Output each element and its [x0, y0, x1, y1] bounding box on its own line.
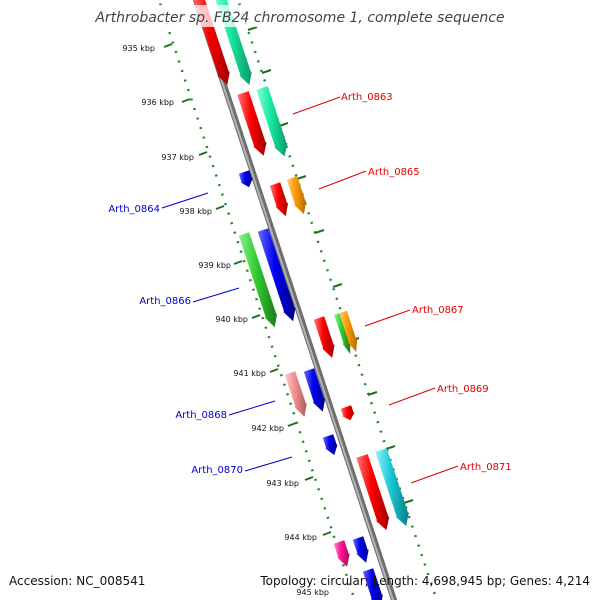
tick-label: 940 kbp: [215, 315, 248, 324]
gene-blue-0873a[interactable]: [352, 536, 369, 563]
gene-red-0865a[interactable]: [269, 182, 289, 217]
tick-label: 937 kbp: [161, 153, 194, 162]
gene-teal-0863b[interactable]: [256, 86, 288, 157]
title-backdrop: [100, 5, 500, 27]
gene-green-0866a[interactable]: [238, 232, 278, 328]
tick-label: 936 kbp: [141, 98, 174, 107]
gene-red-0871a[interactable]: [356, 454, 390, 531]
tick-label: 943 kbp: [266, 479, 299, 488]
gene-blue-0873b[interactable]: [362, 568, 383, 600]
tick-labels: 935 kbp 936 kbp 937 kbp 938 kbp 939 kbp …: [122, 44, 329, 597]
gene-label-arth-0871[interactable]: Arth_0871: [460, 462, 512, 473]
gene-label-arth-0866[interactable]: Arth_0866: [139, 296, 191, 307]
gene-label-arth-0865[interactable]: Arth_0865: [368, 167, 420, 178]
genome-summary-text: Topology: circular; Length: 4,698,945 bp…: [260, 574, 590, 588]
chromosome-backbone-highlight: [193, 0, 395, 600]
gene-label-arth-0869[interactable]: Arth_0869: [437, 384, 489, 395]
tick-label: 935 kbp: [122, 44, 155, 53]
gene-blue-0870[interactable]: [322, 434, 338, 455]
tick-label: 945 kbp: [296, 588, 329, 597]
inner-dotted-guide: [157, 0, 357, 600]
tick-label: 939 kbp: [198, 261, 231, 270]
gene-label-arth-0867[interactable]: Arth_0867: [412, 305, 464, 316]
tick-label: 942 kbp: [251, 424, 284, 433]
accession-text: Accession: NC_008541: [9, 574, 146, 588]
gene-label-arth-0870[interactable]: Arth_0870: [191, 465, 243, 476]
tick-label: 941 kbp: [233, 369, 266, 378]
gene-blue-0866b[interactable]: [257, 228, 296, 322]
gene-blue-0864[interactable]: [238, 170, 253, 188]
gene-red-0863a[interactable]: [237, 91, 267, 156]
gene-blue-0868b[interactable]: [303, 368, 326, 412]
gene-magenta-0872[interactable]: [333, 540, 350, 567]
gene-red-0869[interactable]: [340, 405, 355, 421]
gene-red-0867a[interactable]: [313, 316, 335, 358]
gene-pink-0868a[interactable]: [284, 371, 307, 417]
tick-label: 938 kbp: [179, 207, 212, 216]
tick-label: 944 kbp: [284, 533, 317, 542]
gene-cyan-0871b[interactable]: [375, 448, 409, 526]
gene-label-arth-0868[interactable]: Arth_0868: [175, 410, 227, 421]
gene-label-arth-0864[interactable]: Arth_0864: [108, 204, 160, 215]
label-leader-lines: [161, 96, 459, 484]
inner-tick-marks: [163, 43, 332, 536]
outer-tick-marks: [247, 26, 414, 504]
outer-dotted-guide: [236, 0, 438, 600]
gene-labels: Arth_0863 Arth_0865 Arth_0867 Arth_0869 …: [108, 92, 511, 476]
gene-label-arth-0863[interactable]: Arth_0863: [341, 92, 393, 103]
map-title: Arthrobacter sp. FB24 chromosome 1, comp…: [94, 10, 504, 26]
gene-orange-0867c[interactable]: [339, 310, 358, 352]
gene-orange-0865b[interactable]: [286, 176, 307, 215]
gene-green-0867b[interactable]: [334, 313, 351, 354]
